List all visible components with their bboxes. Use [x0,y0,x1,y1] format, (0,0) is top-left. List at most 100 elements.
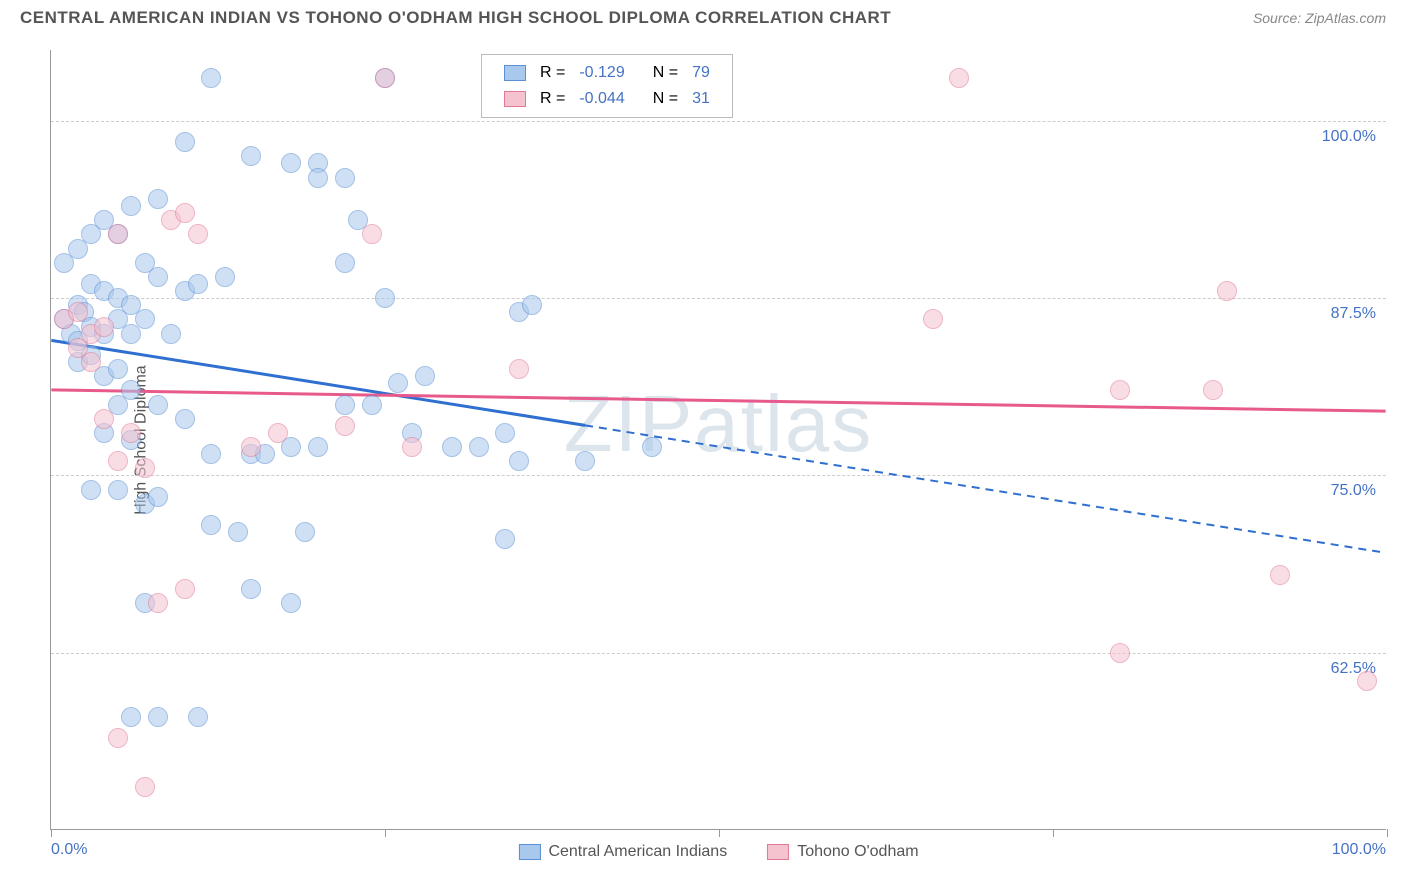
data-point [1217,281,1237,301]
x-tick [1053,829,1054,837]
data-point [335,168,355,188]
data-point [175,132,195,152]
data-point [81,352,101,372]
legend-swatch [504,65,526,81]
data-point [175,579,195,599]
data-point [94,409,114,429]
data-point [949,68,969,88]
data-point [642,437,662,457]
data-point [135,309,155,329]
gridline [51,475,1386,476]
gridline [51,653,1386,654]
data-point [415,366,435,386]
data-point [108,359,128,379]
data-point [228,522,248,542]
data-point [1357,671,1377,691]
data-point [68,302,88,322]
data-point [281,593,301,613]
y-tick-label: 75.0% [1331,482,1376,500]
data-point [388,373,408,393]
data-point [188,224,208,244]
data-point [108,451,128,471]
data-point [215,267,235,287]
data-point [1110,380,1130,400]
data-point [362,224,382,244]
data-point [108,480,128,500]
legend-swatch [767,844,789,860]
data-point [375,68,395,88]
data-point [241,437,261,457]
data-point [135,458,155,478]
legend-item: Central American Indians [518,843,727,861]
stat-n-value: 79 [686,61,716,85]
gridline [51,121,1386,122]
data-point [509,451,529,471]
title-bar: CENTRAL AMERICAN INDIAN VS TOHONO O'ODHA… [0,0,1406,32]
x-tick [51,829,52,837]
data-point [241,579,261,599]
data-point [509,359,529,379]
data-point [335,253,355,273]
watermark: ZIPatlas [564,378,873,470]
stat-label: R = [534,87,571,111]
y-tick-label: 87.5% [1331,305,1376,323]
data-point [522,295,542,315]
legend-item: Tohono O'odham [767,843,918,861]
data-point [148,707,168,727]
x-tick [719,829,720,837]
data-point [923,309,943,329]
data-point [81,480,101,500]
x-tick-label: 100.0% [1332,841,1386,859]
stat-label: R = [534,61,571,85]
data-point [175,203,195,223]
data-point [335,395,355,415]
data-point [121,707,141,727]
stat-label: N = [647,87,684,111]
data-point [148,189,168,209]
data-point [121,423,141,443]
data-point [201,515,221,535]
legend-swatch [518,844,540,860]
data-point [442,437,462,457]
data-point [402,437,422,457]
data-point [121,196,141,216]
data-point [188,274,208,294]
data-point [201,444,221,464]
data-point [495,423,515,443]
data-point [281,153,301,173]
data-point [308,437,328,457]
data-point [241,146,261,166]
data-point [148,267,168,287]
data-point [469,437,489,457]
stat-n-value: 31 [686,87,716,111]
data-point [148,487,168,507]
data-point [148,395,168,415]
data-point [148,593,168,613]
legend-swatch [504,91,526,107]
source-label: Source: ZipAtlas.com [1253,10,1386,26]
legend-label: Tohono O'odham [797,843,918,861]
gridline [51,298,1386,299]
data-point [108,224,128,244]
data-point [375,288,395,308]
stat-label: N = [647,61,684,85]
data-point [495,529,515,549]
data-point [335,416,355,436]
x-tick-label: 0.0% [51,841,87,859]
chart-title: CENTRAL AMERICAN INDIAN VS TOHONO O'ODHA… [20,8,891,28]
data-point [201,68,221,88]
data-point [108,728,128,748]
data-point [575,451,595,471]
data-point [268,423,288,443]
data-point [121,380,141,400]
legend-label: Central American Indians [548,843,727,861]
data-point [1203,380,1223,400]
stat-r-value: -0.129 [573,61,630,85]
chart-area: High School Diploma ZIPatlas 62.5%75.0%8… [50,50,1386,830]
x-tick [1387,829,1388,837]
data-point [135,777,155,797]
data-point [188,707,208,727]
data-point [175,409,195,429]
data-point [295,522,315,542]
data-point [94,317,114,337]
